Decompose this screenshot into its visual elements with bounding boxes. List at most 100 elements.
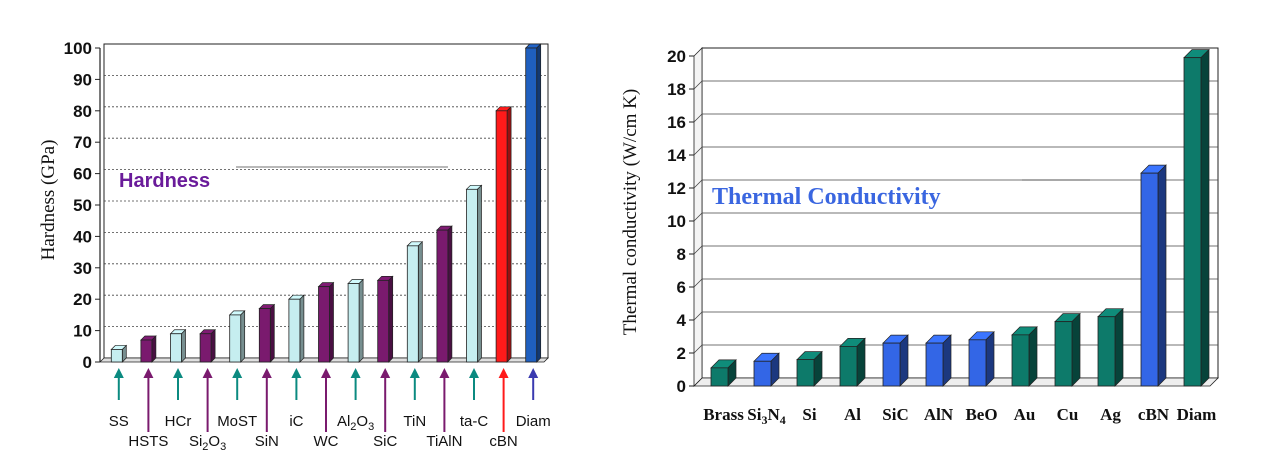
hardness-arrowhead [350,368,361,378]
hardness-arrowhead [380,368,391,378]
thermal-bar [1054,321,1073,387]
thermal-gridline [693,80,703,90]
hardness-y-tick-label: 90 [73,70,92,89]
hardness-category-label: SiC [373,433,397,450]
hardness-bar [466,188,478,363]
hardness-y-tick-label: 30 [73,259,92,278]
thermal-bar-side [1028,326,1038,387]
hardness-y-tick-label: 40 [73,227,92,246]
hardness-bar-side [536,43,542,363]
thermal-gridline [693,146,703,156]
hardness-y-tick-label: 70 [73,133,92,152]
hardness-y-tick-label: 80 [73,102,92,121]
hardness-bar [347,283,360,363]
hardness-category-label: Al2O3 [337,413,374,433]
thermal-chart-title: Thermal Conductivity [712,184,941,210]
thermal-bar [796,359,815,387]
thermal-bar-side [942,334,952,387]
hardness-category-label: HSTS [128,433,168,450]
hardness-chart-title: Hardness [119,170,210,192]
thermal-gridline [693,344,703,354]
thermal-bar [882,342,901,387]
thermal-bar [710,367,729,387]
hardness-bar-side [269,303,275,363]
hardness-category-label: cBN [489,433,517,450]
hardness-arrowhead [321,368,331,378]
hardness-arrowhead [528,368,539,378]
thermal-bar [968,339,987,387]
thermal-conductivity-chart: 0 2 4 6 8 10 12 14 16 18 20 Brass Si3N4 Si Al SiC AlN BeO… [667,47,1219,427]
thermal-bar [839,345,858,387]
thermal-gridline [693,311,703,321]
thermal-category-label: Diam [1177,405,1217,424]
hardness-bar [495,110,508,363]
thermal-bar [1011,334,1030,387]
hardness-y-tick-label: 50 [73,196,92,215]
hardness-bar [140,339,153,363]
hardness-arrowhead [143,368,154,378]
hardness-bar [436,229,449,363]
hardness-bar-side [447,225,453,363]
hardness-y-tick-label: 100 [64,39,92,58]
hardness-bar-side [329,281,334,363]
thermal-category-label: Brass [703,405,744,424]
hardness-arrowhead [261,368,272,378]
hardness-arrowhead [409,368,420,378]
hardness-bar-side [210,328,216,363]
thermal-category-label: AlN [924,405,954,424]
hardness-category-label: ta-C [460,413,489,430]
thermal-gridline [693,113,703,123]
hardness-category-label: HCr [165,413,192,430]
hardness-category-label: SiN [255,433,279,450]
hardness-arrowhead [232,368,243,378]
hardness-y-axis-label: Hardness (GPa) [38,140,59,261]
hardness-arrowhead [291,368,302,378]
hardness-bar-side [240,310,246,363]
hardness-bar [170,333,182,363]
thermal-bar-side [856,337,866,387]
hardness-arrowhead [173,368,183,378]
hardness-category-label: Si2O3 [189,433,226,453]
hardness-category-label: Diam [516,413,551,430]
hardness-bar-side [151,335,157,363]
hardness-arrowhead [469,368,479,378]
thermal-y-tick-label: 2 [677,344,686,363]
thermal-category-label: Au [1014,405,1036,424]
thermal-y-tick-label: 20 [667,47,686,66]
thermal-category-label: SiC [882,405,908,424]
hardness-bar-side [299,294,305,363]
hardness-bar [110,349,123,363]
thermal-category-label: Cu [1057,405,1079,424]
hardness-arrowhead [202,368,213,378]
hardness-chart: 0 10 20 30 40 50 60 70 80 90 100 SS HSTS HCr Si2O3 MoST… [64,39,551,453]
thermal-y-tick-label: 14 [667,146,686,165]
thermal-category-label: BeO [965,405,997,424]
thermal-category-label: Si [802,405,816,424]
thermal-gridline [693,212,703,222]
hardness-y-tick-label: 10 [73,322,92,341]
thermal-category-label: Ag [1100,405,1121,424]
thermal-bar-side [1071,312,1081,387]
hardness-bar [258,308,271,363]
thermal-bar-side [1200,48,1210,387]
thermal-bar-side [1114,307,1124,387]
thermal-y-tick-label: 12 [667,179,686,198]
thermal-bar [753,360,772,387]
hardness-bar-side [417,240,423,363]
thermal-y-tick-label: 10 [667,212,686,231]
thermal-gridline [693,245,703,255]
thermal-bar [1140,172,1159,387]
hardness-bar [318,286,330,363]
hardness-arrowhead [439,368,450,378]
thermal-bar-side [899,334,909,387]
thermal-category-label: cBN [1138,405,1170,424]
thermal-y-tick-label: 8 [677,245,686,264]
thermal-y-axis-label: Thermal conductivity (W/cm K) [620,89,641,335]
thermal-category-label: Al [844,405,861,424]
hardness-category-label: iC [289,413,303,430]
thermal-bar [1183,57,1202,387]
thermal-bar-side [985,330,995,387]
thermal-bar-side [1157,164,1167,387]
thermal-bar [925,342,944,387]
